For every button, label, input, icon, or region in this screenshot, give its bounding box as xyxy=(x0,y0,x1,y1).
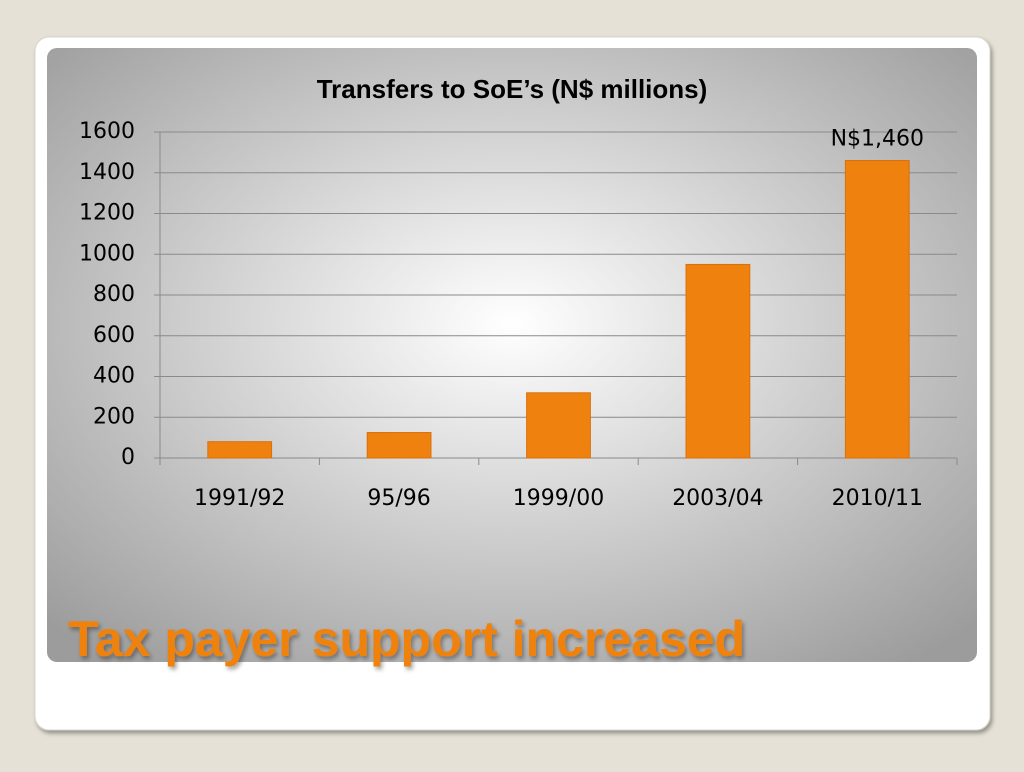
x-tick-label: 95/96 xyxy=(367,486,430,511)
slide-title: Tax payer support increased xyxy=(68,611,745,667)
y-tick-label: 1000 xyxy=(79,241,135,266)
y-tick-label: 400 xyxy=(93,364,135,389)
x-tick-label: 2010/11 xyxy=(832,486,923,511)
y-tick-label: 200 xyxy=(93,404,135,429)
y-tick-label: 1200 xyxy=(79,201,135,226)
bar xyxy=(685,263,751,459)
chart-panel xyxy=(47,48,977,662)
value-label: N$1,460 xyxy=(831,127,924,152)
y-tick-label: 600 xyxy=(93,323,135,348)
y-tick-label: 1600 xyxy=(79,119,135,144)
bar xyxy=(844,160,910,459)
y-tick-label: 800 xyxy=(93,282,135,307)
chart-title: Transfers to SoE’s (N$ millions) xyxy=(317,74,708,104)
x-tick-label: 1991/92 xyxy=(194,486,285,511)
y-tick-label: 0 xyxy=(121,445,135,470)
bar xyxy=(207,441,273,459)
x-tick-label: 1999/00 xyxy=(513,486,604,511)
chart: Transfers to SoE’s (N$ millions) 0 200 400… xyxy=(79,74,958,511)
bar xyxy=(366,432,432,459)
bar xyxy=(526,392,591,459)
x-tick-label: 2003/04 xyxy=(672,486,763,511)
y-tick-label: 1400 xyxy=(79,160,135,185)
